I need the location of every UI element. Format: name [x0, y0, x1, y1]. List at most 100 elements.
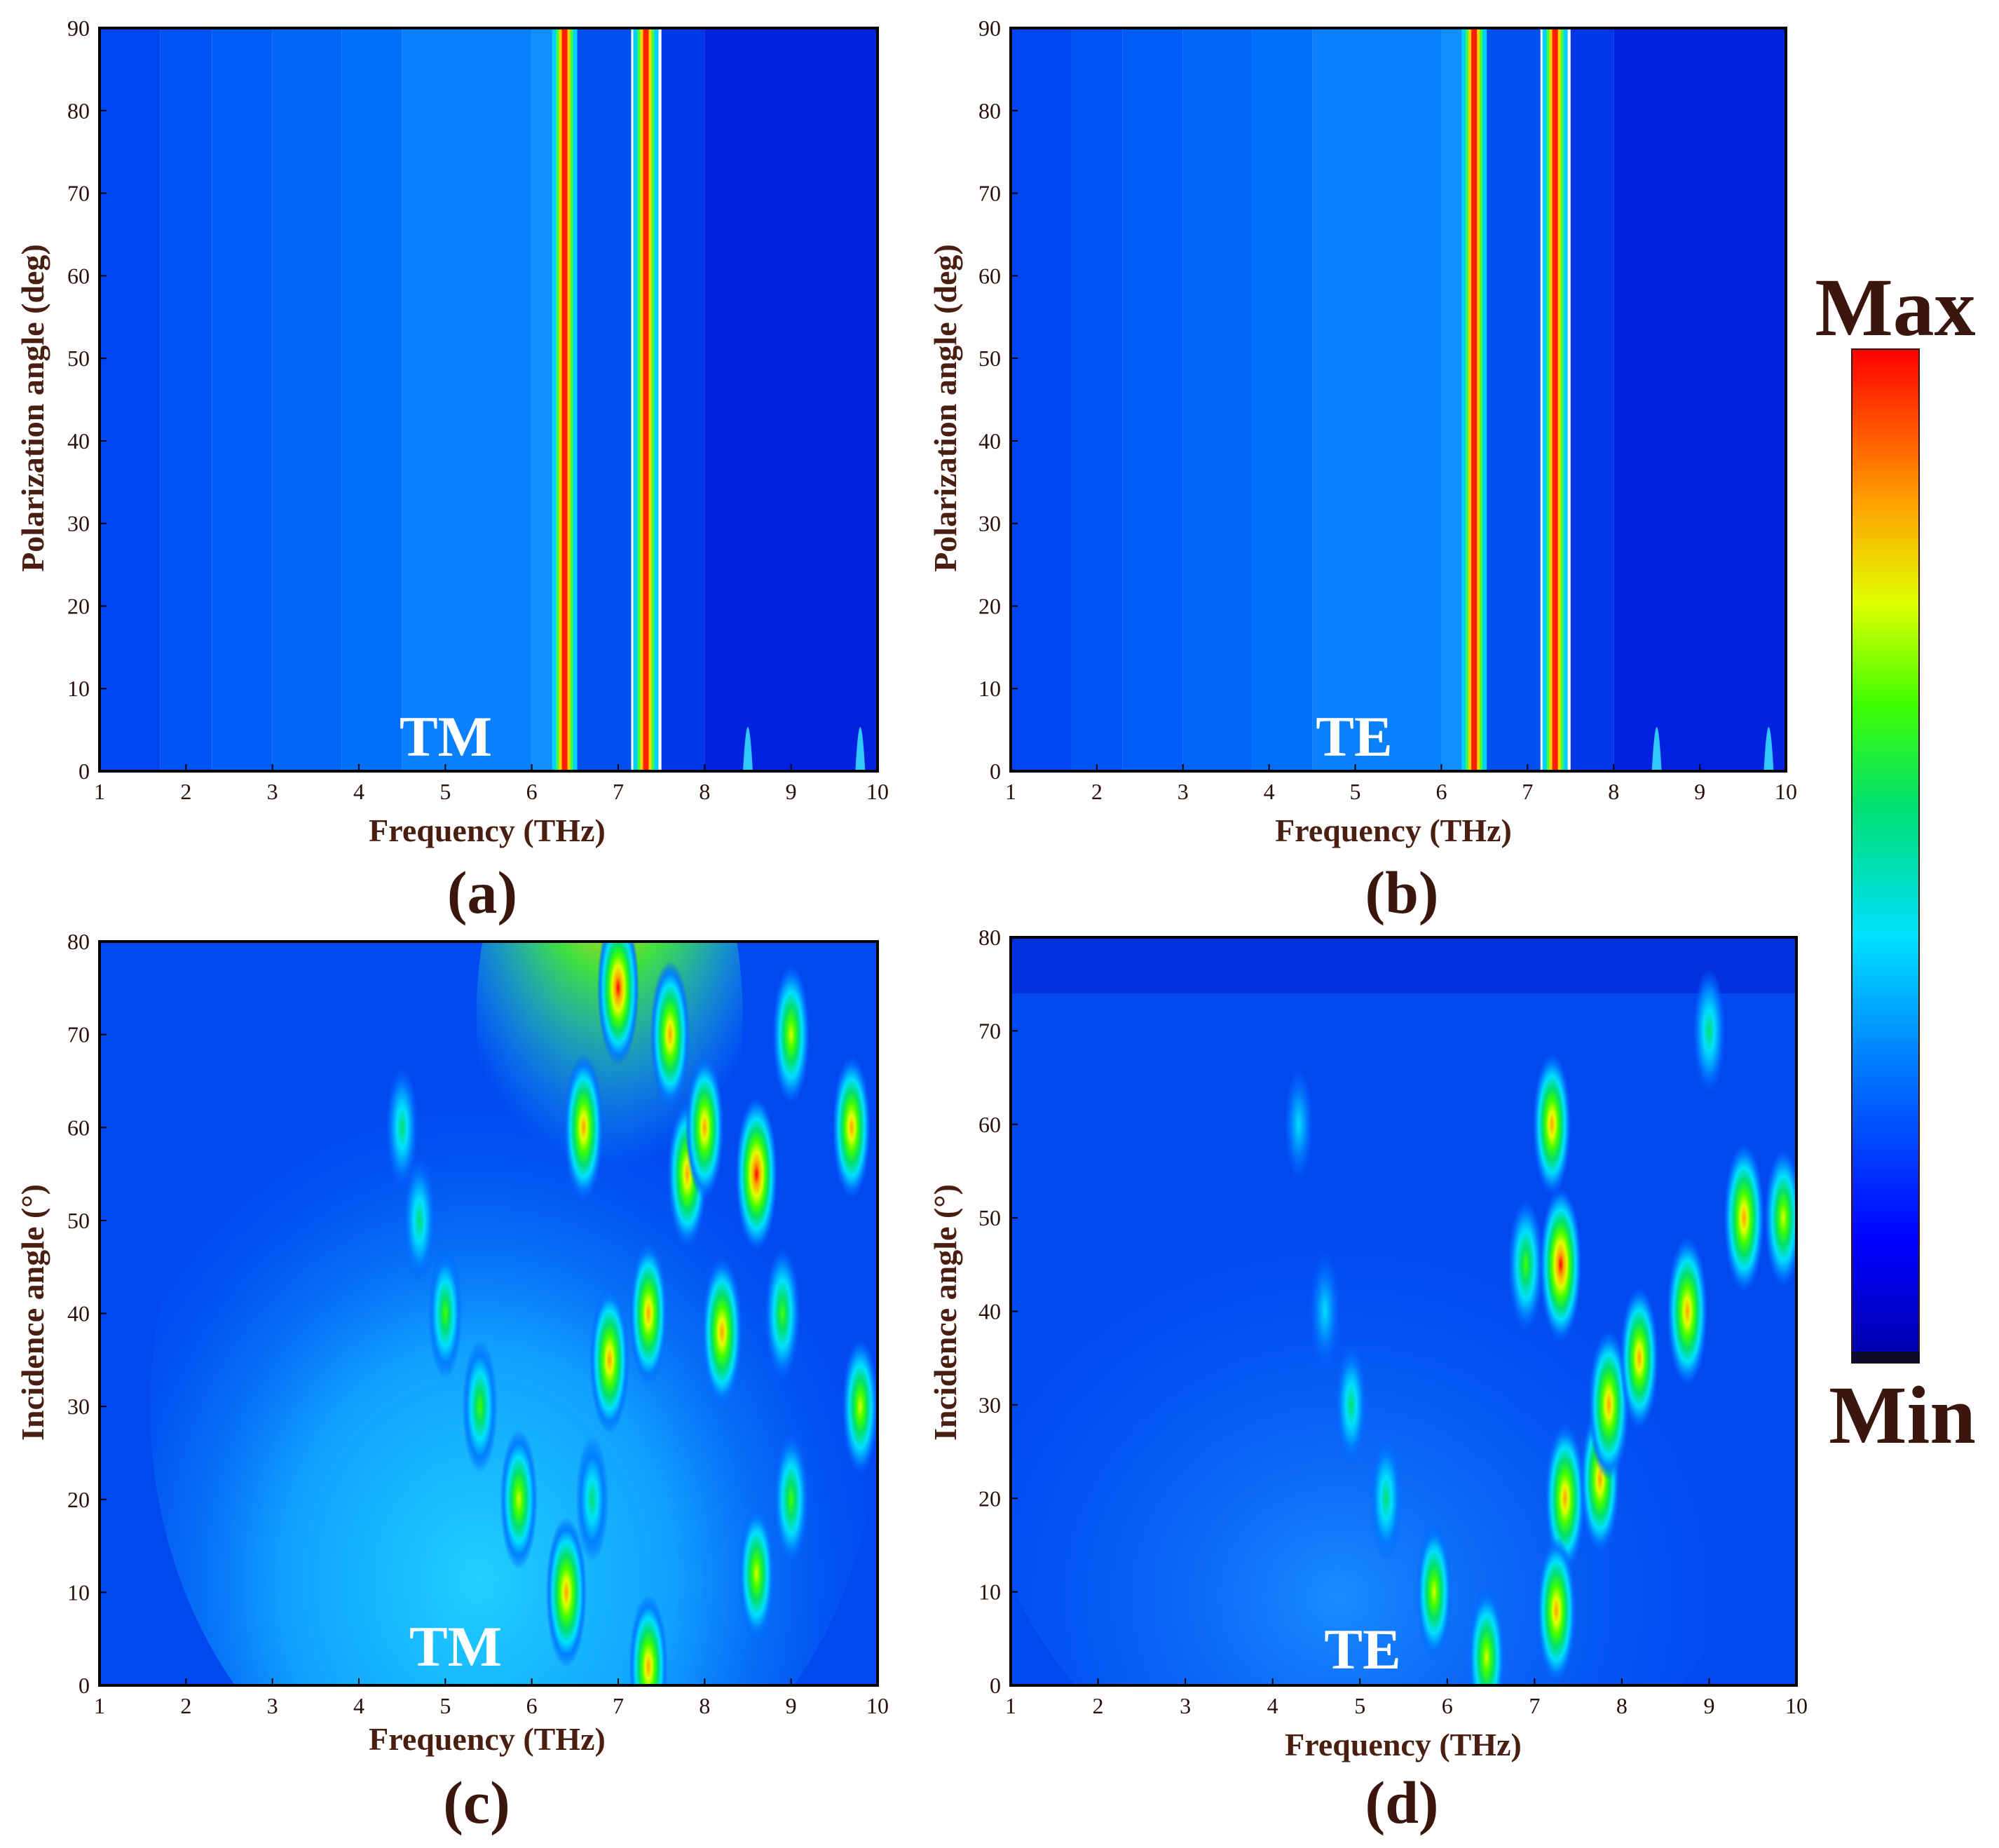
mode-label-te-d: TE — [1324, 1617, 1400, 1681]
freq-band-b-2 — [1122, 28, 1183, 771]
x-tick-label-c-1: 1 — [94, 1693, 105, 1718]
hotspot-d-12 — [1588, 1329, 1630, 1481]
y-tick-label-d-30: 30 — [978, 1392, 1001, 1418]
y-tick-label-b-30: 30 — [978, 511, 1001, 536]
hotspot-c-10 — [629, 1242, 668, 1385]
hotspot-c-20 — [773, 1432, 809, 1566]
hotspot-c-22 — [842, 1338, 878, 1475]
x-tick-label-d-3: 3 — [1180, 1693, 1191, 1718]
y-tick-label-a-60: 60 — [67, 263, 90, 288]
x-tick-label-b-3: 3 — [1178, 779, 1189, 804]
x-tick-label-a-1: 1 — [94, 779, 105, 804]
x-tick-label-a-10: 10 — [866, 779, 889, 804]
y-tick-label-b-50: 50 — [978, 346, 1001, 371]
y-axis-label-a: Polarization angle (deg) — [15, 244, 50, 572]
y-tick-label-a-30: 30 — [67, 511, 90, 536]
freq-band-a-5 — [402, 28, 532, 771]
freq-band-b-4 — [1252, 28, 1313, 771]
y-tick-label-a-0: 0 — [79, 759, 90, 784]
plot-frame-b — [1009, 27, 1787, 773]
y-tick-label-d-70: 70 — [978, 1018, 1001, 1043]
y-tick-label-c-80: 80 — [67, 929, 90, 954]
heatmap-field-d — [1011, 937, 1796, 1685]
y-tick-label-c-50: 50 — [67, 1208, 90, 1233]
x-tick-label-d-8: 8 — [1616, 1693, 1628, 1718]
hotspot-c-11 — [629, 1595, 668, 1685]
freq-band-a-4 — [341, 28, 402, 771]
x-tick-label-d-1: 1 — [1005, 1693, 1016, 1718]
x-axis-label-a: Frequency (THz) — [369, 813, 606, 848]
x-axis-label-c: Frequency (THz) — [369, 1721, 606, 1757]
hotspot-c-21 — [832, 1055, 871, 1200]
x-axis-label-b: Frequency (THz) — [1275, 813, 1512, 848]
x-tick-label-a-9: 9 — [786, 779, 797, 804]
y-tick-label-a-20: 20 — [67, 593, 90, 618]
y-tick-label-a-10: 10 — [67, 676, 90, 701]
x-tick-label-c-5: 5 — [439, 1693, 451, 1718]
heatmap-field-b — [1011, 28, 1786, 771]
y-tick-label-a-70: 70 — [67, 181, 90, 206]
freq-band-a-6 — [531, 28, 554, 771]
y-tick-label-a-80: 80 — [67, 98, 90, 123]
freq-band-a-9 — [704, 28, 878, 771]
hotspot-d-13 — [1620, 1286, 1659, 1430]
hotspot-c-19 — [772, 964, 810, 1105]
hotspot-d-3 — [1369, 1435, 1403, 1562]
heatmap-plot-b: 1 2 3 4 5 6 7 8 9 10 0 10 20 30 40 50 60 70 80 90 — [978, 15, 1797, 804]
x-tick-label-c-10: 10 — [866, 1693, 889, 1718]
x-tick-label-c-7: 7 — [613, 1693, 624, 1718]
x-tick-label-d-5: 5 — [1354, 1693, 1365, 1718]
y-tick-label-c-70: 70 — [67, 1022, 90, 1047]
colorbar-min-label: Min — [1829, 1369, 1976, 1461]
x-tick-label-b-8: 8 — [1608, 779, 1619, 804]
y-tick-label-c-30: 30 — [67, 1394, 90, 1419]
hotspot-c-0 — [386, 1066, 418, 1189]
hotspot-d-2 — [1335, 1343, 1367, 1467]
resonance-line-a-1-layer3 — [643, 28, 649, 771]
hotspot-d-15 — [1724, 1142, 1765, 1293]
y-tick-label-d-20: 20 — [978, 1486, 1001, 1511]
y-tick-label-d-80: 80 — [978, 925, 1001, 950]
panel-d: 1 2 3 4 5 6 7 8 9 10 0 10 20 30 40 50 60 70 80 TE Frequenc… — [927, 925, 1808, 1836]
x-tick-label-c-3: 3 — [267, 1693, 278, 1718]
panel-label-d: (d) — [1365, 1769, 1438, 1836]
x-tick-label-d-2: 2 — [1093, 1693, 1104, 1718]
freq-band-b-8 — [1570, 28, 1614, 771]
heatmap-plot-d: 1 2 3 4 5 6 7 8 9 10 0 10 20 30 40 50 60 70 80 — [978, 925, 1808, 1718]
y-axis-label-d: Incidence angle (°) — [927, 1184, 963, 1441]
colorbar-max-label: Max — [1815, 261, 1975, 353]
panel-c: 1 2 3 4 5 6 7 8 9 10 0 10 20 30 40 50 60 70 80 TM Frequenc… — [15, 929, 889, 1836]
x-tick-label-a-2: 2 — [180, 779, 191, 804]
y-tick-label-a-50: 50 — [67, 346, 90, 371]
hotspot-c-15 — [701, 1256, 743, 1408]
resonance-line-a-0-layer3 — [561, 28, 568, 771]
y-axis-label-c: Incidence angle (°) — [15, 1184, 50, 1441]
y-tick-label-d-0: 0 — [990, 1673, 1001, 1698]
y-axis-label-b: Polarization angle (deg) — [927, 244, 963, 572]
x-tick-label-d-6: 6 — [1442, 1693, 1453, 1718]
y-tick-label-c-60: 60 — [67, 1115, 90, 1140]
freq-band-a-2 — [212, 28, 273, 771]
mode-label-tm-c: TM — [409, 1615, 502, 1678]
freq-band-b-9 — [1613, 28, 1786, 771]
hotspot-c-9 — [597, 942, 639, 1066]
freq-band-b-1 — [1071, 28, 1123, 771]
hotspot-d-7 — [1532, 1052, 1571, 1197]
y-tick-label-c-10: 10 — [67, 1579, 90, 1605]
hotspot-d-17 — [1764, 1148, 1796, 1289]
colorbar-min-marker — [1852, 1352, 1919, 1363]
y-tick-label-b-10: 10 — [978, 676, 1001, 701]
hotspot-c-8 — [589, 1286, 630, 1434]
x-tick-label-a-4: 4 — [353, 779, 364, 804]
y-tick-label-b-90: 90 — [978, 15, 1001, 41]
panel-a: 1 2 3 4 5 6 7 8 9 10 0 10 20 30 40 50 60 70 80 90 TM Freque… — [15, 15, 889, 926]
y-tick-label-b-70: 70 — [978, 181, 1001, 206]
y-tick-label-b-0: 0 — [990, 759, 1001, 784]
y-tick-label-b-80: 80 — [978, 98, 1001, 123]
hotspot-c-18 — [765, 1246, 800, 1380]
y-tick-label-c-0: 0 — [79, 1673, 90, 1698]
hotspot-c-14 — [685, 1055, 724, 1200]
y-tick-label-b-40: 40 — [978, 428, 1001, 454]
hotspot-d-14 — [1667, 1236, 1708, 1387]
y-tick-label-d-10: 10 — [978, 1579, 1001, 1605]
